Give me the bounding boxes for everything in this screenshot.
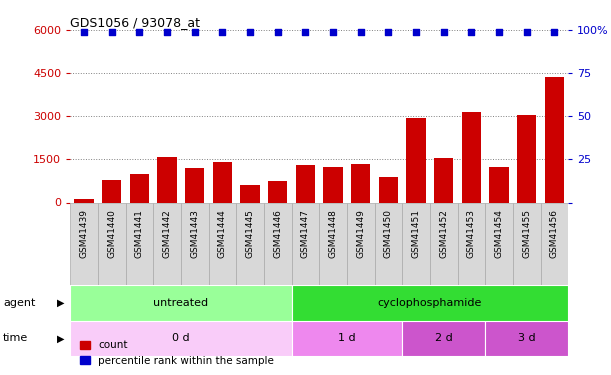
Bar [291, 285, 568, 321]
Bar [406, 118, 426, 202]
Bar [545, 78, 564, 203]
Point [328, 29, 338, 35]
Bar [75, 199, 93, 202]
Text: GSM41442: GSM41442 [163, 209, 172, 258]
Text: GSM41454: GSM41454 [494, 209, 503, 258]
Text: GSM41450: GSM41450 [384, 209, 393, 258]
Point [522, 29, 532, 35]
Bar [541, 202, 568, 285]
Bar [126, 202, 153, 285]
Bar [458, 202, 485, 285]
Bar [485, 321, 568, 356]
Text: GSM41448: GSM41448 [329, 209, 338, 258]
Point [439, 29, 448, 35]
Point [301, 29, 310, 35]
Text: time: time [3, 333, 28, 344]
Bar [489, 166, 509, 202]
Bar [485, 202, 513, 285]
Bar [513, 202, 541, 285]
Bar [402, 202, 430, 285]
Bar [98, 202, 126, 285]
Bar [375, 202, 402, 285]
Bar [185, 168, 205, 202]
Text: 0 d: 0 d [172, 333, 190, 344]
Text: GSM41447: GSM41447 [301, 209, 310, 258]
Bar [517, 115, 536, 202]
Text: GSM41439: GSM41439 [79, 209, 89, 258]
Bar [268, 181, 287, 203]
Bar [296, 165, 315, 202]
Bar [158, 156, 177, 203]
Text: ▶: ▶ [57, 333, 64, 344]
Legend: count, percentile rank within the sample: count, percentile rank within the sample [76, 336, 279, 370]
Text: GSM41440: GSM41440 [108, 209, 116, 258]
Text: untreated: untreated [153, 298, 208, 308]
Bar [70, 285, 291, 321]
Point [273, 29, 283, 35]
Bar [213, 162, 232, 202]
Text: cyclophosphamide: cyclophosphamide [378, 298, 482, 308]
Bar [462, 112, 481, 202]
Point [356, 29, 365, 35]
Bar [347, 202, 375, 285]
Text: 2 d: 2 d [435, 333, 453, 344]
Text: GSM41452: GSM41452 [439, 209, 448, 258]
Text: GSM41449: GSM41449 [356, 209, 365, 258]
Bar [70, 202, 98, 285]
Bar [102, 180, 122, 203]
Text: GSM41445: GSM41445 [246, 209, 255, 258]
Bar [430, 202, 458, 285]
Bar [264, 202, 291, 285]
Text: GSM41446: GSM41446 [273, 209, 282, 258]
Bar [130, 174, 149, 202]
Text: GDS1056 / 93078_at: GDS1056 / 93078_at [70, 16, 200, 29]
Bar [153, 202, 181, 285]
Bar [402, 321, 485, 356]
Point [245, 29, 255, 35]
Bar [70, 321, 291, 356]
Point [494, 29, 504, 35]
Text: 3 d: 3 d [518, 333, 536, 344]
Point [107, 29, 117, 35]
Point [384, 29, 393, 35]
Bar [208, 202, 236, 285]
Point [79, 29, 89, 35]
Point [162, 29, 172, 35]
Text: GSM41455: GSM41455 [522, 209, 531, 258]
Bar [291, 202, 320, 285]
Bar [379, 177, 398, 203]
Point [549, 29, 559, 35]
Point [190, 29, 200, 35]
Bar [320, 202, 347, 285]
Text: GSM41444: GSM41444 [218, 209, 227, 258]
Bar [236, 202, 264, 285]
Text: GSM41453: GSM41453 [467, 209, 476, 258]
Text: GSM41443: GSM41443 [190, 209, 199, 258]
Bar [351, 164, 370, 202]
Point [411, 29, 421, 35]
Text: GSM41451: GSM41451 [412, 209, 420, 258]
Point [218, 29, 227, 35]
Bar [323, 166, 343, 202]
Bar [181, 202, 208, 285]
Point [467, 29, 477, 35]
Text: GSM41441: GSM41441 [135, 209, 144, 258]
Bar [434, 158, 453, 203]
Point [134, 29, 144, 35]
Text: GSM41456: GSM41456 [550, 209, 559, 258]
Bar [240, 185, 260, 202]
Bar [291, 321, 402, 356]
Text: 1 d: 1 d [338, 333, 356, 344]
Text: agent: agent [3, 298, 35, 308]
Text: ▶: ▶ [57, 298, 64, 308]
